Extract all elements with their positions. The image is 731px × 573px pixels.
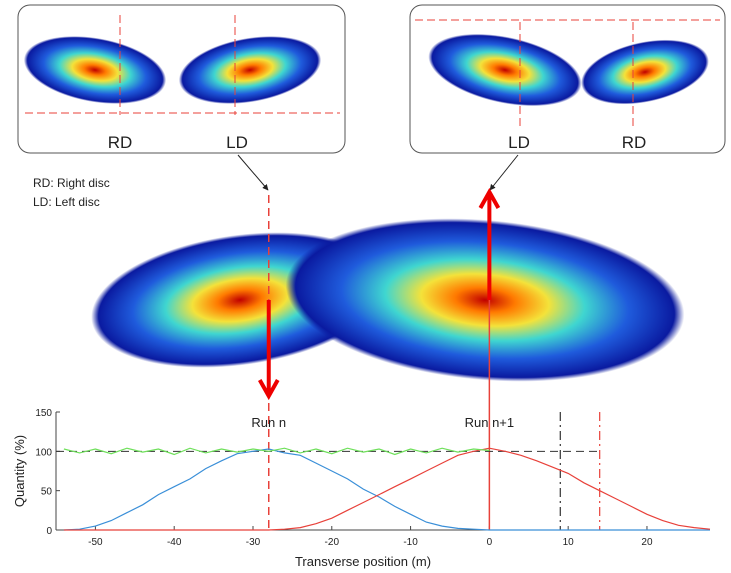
run-arrow <box>258 300 280 401</box>
panel-label: LD <box>226 133 248 152</box>
pointer-arrow <box>237 154 269 191</box>
x-tick-label: -50 <box>88 537 103 548</box>
panel-label: RD <box>622 133 647 152</box>
series-line <box>63 447 490 456</box>
panel-label: LD <box>508 133 530 152</box>
y-tick-label: 150 <box>35 408 52 419</box>
x-tick-label: 0 <box>487 537 493 548</box>
y-axis-label: Quantity (%) <box>12 435 27 507</box>
panel-box <box>17 4 346 154</box>
pointer-arrow <box>489 154 519 191</box>
series-line <box>63 447 711 531</box>
heatmap <box>23 33 709 382</box>
x-tick-label: 10 <box>563 537 575 548</box>
run-arrow <box>478 187 501 300</box>
legend-note: LD: Left disc <box>33 195 100 209</box>
annotation: Run n <box>251 415 286 430</box>
y-tick-label: 0 <box>46 526 52 537</box>
x-tick-label: -20 <box>325 537 340 548</box>
x-tick-label: 20 <box>641 537 653 548</box>
panel-guides <box>25 15 720 130</box>
x-axis-label: Transverse position (m) <box>295 554 431 569</box>
legend-note: RD: Right disc <box>33 176 110 190</box>
y-tick-label: 100 <box>35 447 52 458</box>
x-tick-label: -30 <box>246 537 261 548</box>
y-tick-label: 50 <box>41 487 53 498</box>
annotation: Run n+1 <box>465 415 515 430</box>
panel-label: RD <box>108 133 133 152</box>
panel-box <box>409 4 726 154</box>
x-tick-label: -10 <box>403 537 418 548</box>
series-line <box>63 448 710 531</box>
x-tick-label: -40 <box>167 537 182 548</box>
